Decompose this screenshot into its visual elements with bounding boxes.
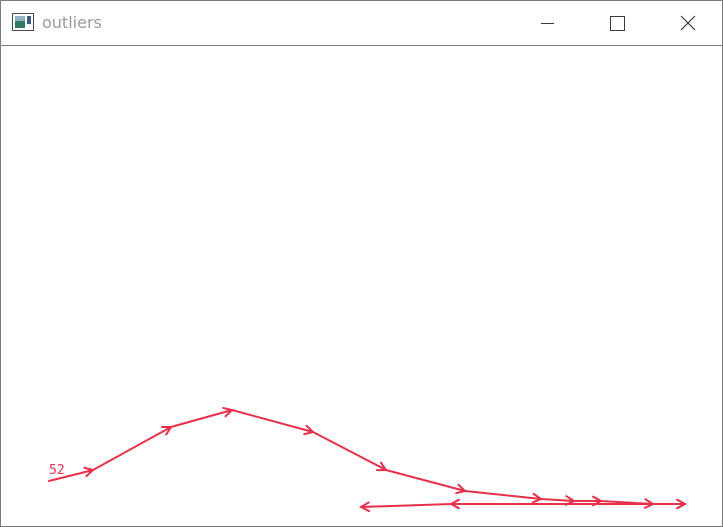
trajectory-drawing: 52 (48, 406, 688, 513)
title-bar[interactable]: outliers (1, 1, 722, 46)
point-label: 52 (49, 463, 65, 478)
maximize-button[interactable] (582, 1, 652, 45)
minimize-button[interactable] (512, 1, 582, 45)
trajectory-segment (48, 469, 94, 482)
maximize-icon (610, 16, 625, 31)
window-title: outliers (42, 13, 102, 32)
trajectory-segment (312, 431, 387, 471)
trajectory-arrowhead (358, 501, 371, 513)
app-icon (12, 13, 34, 31)
trajectory-segment (540, 498, 575, 502)
trajectory-segment (385, 469, 466, 492)
trajectory-segment (231, 409, 314, 433)
minimize-icon (541, 23, 554, 24)
drawing-canvas[interactable]: 52 (1, 46, 722, 526)
close-icon (680, 15, 696, 31)
trajectory-segment (170, 409, 233, 428)
trajectory-segment (360, 503, 452, 508)
trajectory-segment (92, 426, 172, 471)
trajectory-segment (464, 490, 542, 500)
close-button[interactable] (652, 1, 722, 45)
